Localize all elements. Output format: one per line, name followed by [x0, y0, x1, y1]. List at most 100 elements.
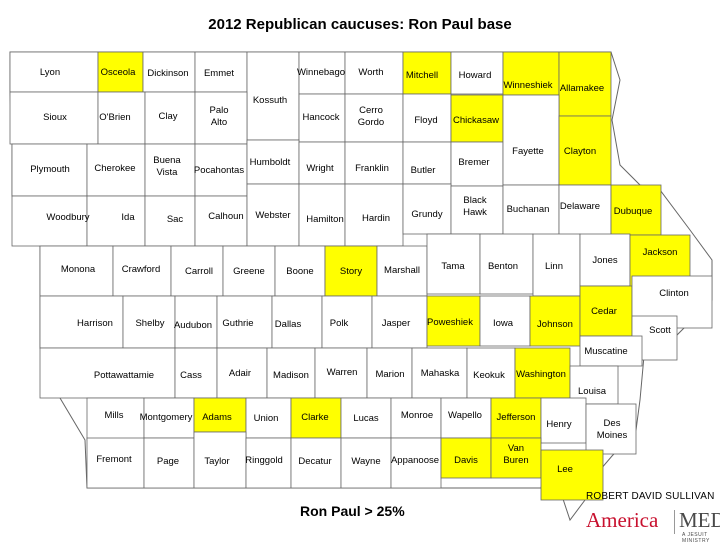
county-label: Boone	[286, 266, 313, 277]
county-label: Mahaska	[421, 368, 460, 379]
county-label: Wright	[306, 163, 334, 174]
county-label: Fremont	[96, 454, 132, 465]
county-label: Guthrie	[222, 318, 253, 329]
county-label: Harrison	[77, 318, 113, 329]
county-label: Iowa	[493, 318, 514, 329]
county-label: Clay	[158, 111, 177, 122]
county-poweshiek	[426, 295, 481, 347]
county-humboldt	[246, 139, 300, 185]
county-sioux	[9, 91, 99, 145]
county-label: Jones	[592, 255, 618, 266]
county-jones	[579, 233, 631, 287]
county-linn	[532, 233, 581, 297]
county-label: Greene	[233, 266, 265, 277]
county-grundy	[402, 183, 452, 235]
county-chickasaw	[450, 94, 504, 143]
county-label: Floyd	[414, 115, 437, 126]
county-label: Johnson	[537, 319, 573, 330]
county-o-brien	[97, 91, 146, 145]
county-label: Hardin	[362, 213, 390, 224]
county-marshall	[376, 245, 428, 297]
county-ida	[86, 195, 146, 247]
county-label: Humboldt	[250, 157, 291, 168]
county-jasper	[371, 295, 428, 349]
county-monroe	[390, 397, 442, 439]
county-montgomery	[143, 397, 195, 439]
county-label: Madison	[273, 370, 309, 381]
county-carroll	[170, 245, 224, 297]
county-cherokee	[86, 143, 146, 197]
county-label: O'Brien	[99, 112, 130, 123]
county-label: Hancock	[303, 112, 340, 123]
county-label: Louisa	[578, 386, 607, 397]
county-label: Cedar	[591, 306, 617, 317]
county-clayton	[558, 115, 612, 186]
county-label: Mills	[105, 410, 124, 421]
county-label: Clinton	[659, 288, 689, 299]
county-label: Adair	[229, 368, 251, 379]
county-label: Emmet	[204, 68, 234, 79]
county-label: Polk	[330, 318, 349, 329]
county-keokuk	[466, 347, 516, 399]
county-cass	[174, 347, 218, 399]
county-label: Cherokee	[94, 163, 135, 174]
county-label: Benton	[488, 261, 518, 272]
county-label: Mitchell	[406, 70, 438, 81]
county-label: Winnebago	[297, 67, 345, 78]
county-label: Plymouth	[30, 164, 70, 175]
county-label: Webster	[255, 210, 290, 221]
county-decatur	[290, 437, 342, 489]
county-label: Sioux	[43, 112, 67, 123]
county-hardin	[344, 183, 404, 247]
county-label: Des Moines	[597, 418, 628, 441]
county-label: Pocahontas	[194, 165, 244, 176]
county-label: Franklin	[355, 163, 389, 174]
county-iowa	[479, 295, 531, 347]
county-taylor	[193, 431, 247, 489]
county-label: Adams	[202, 412, 232, 423]
county-tama	[426, 233, 481, 295]
county-label: Cass	[180, 370, 202, 381]
county-label: Dallas	[275, 319, 302, 330]
county-label: Buena Vista	[153, 155, 181, 178]
county-boone	[274, 245, 326, 297]
county-label: Jasper	[382, 318, 411, 329]
county-washington	[514, 347, 571, 399]
county-bremer	[450, 141, 504, 187]
county-clarke	[290, 397, 342, 439]
county-cerro-gordo	[344, 93, 404, 143]
county-adams	[193, 397, 247, 433]
county-label: Worth	[358, 67, 383, 78]
county-label: Black Hawk	[463, 195, 487, 218]
county-label: Jefferson	[497, 412, 536, 423]
county-label: Ringgold	[245, 455, 283, 466]
logo-media-text: MEDIA	[679, 508, 720, 532]
county-des-moines	[585, 403, 637, 455]
county-label: Chickasaw	[453, 115, 499, 126]
county-henry	[540, 397, 587, 444]
county-delaware	[558, 184, 612, 236]
county-label: Shelby	[135, 318, 164, 329]
county-label: Poweshiek	[427, 317, 473, 328]
county-label: Decatur	[298, 456, 331, 467]
county-label: Warren	[327, 367, 358, 378]
county-label: Howard	[459, 70, 492, 81]
county-label: Davis	[454, 455, 478, 466]
county-crawford	[112, 245, 172, 297]
county-label: Butler	[411, 165, 436, 176]
map-title: 2012 Republican caucuses: Ron Paul base	[208, 16, 512, 33]
county-butler	[402, 141, 452, 185]
county-johnson	[529, 295, 581, 347]
county-label: Union	[254, 413, 279, 424]
county-label: Woodbury	[46, 212, 89, 223]
county-osceola	[97, 51, 144, 93]
county-label: Palo Alto	[209, 105, 228, 128]
county-audubon	[174, 295, 218, 349]
county-warren	[314, 347, 368, 399]
county-floyd	[402, 93, 452, 143]
legend-text: Ron Paul > 25%	[300, 503, 405, 519]
county-label: Taylor	[204, 456, 229, 467]
county-dubuque	[610, 184, 662, 236]
county-label: Bremer	[458, 157, 489, 168]
